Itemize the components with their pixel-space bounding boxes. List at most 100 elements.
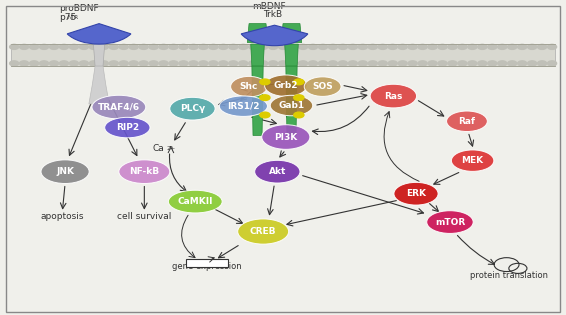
Circle shape xyxy=(319,61,328,66)
Text: NF-kB: NF-kB xyxy=(129,167,160,176)
Circle shape xyxy=(149,61,158,66)
Circle shape xyxy=(328,61,337,66)
Ellipse shape xyxy=(451,150,494,171)
Text: IRS1/2: IRS1/2 xyxy=(227,102,260,111)
Circle shape xyxy=(418,44,427,49)
Ellipse shape xyxy=(170,97,215,120)
Circle shape xyxy=(488,61,497,66)
Circle shape xyxy=(248,61,258,66)
Text: RIP2: RIP2 xyxy=(116,123,139,132)
Circle shape xyxy=(179,61,188,66)
Ellipse shape xyxy=(105,117,150,138)
Circle shape xyxy=(199,44,208,49)
Circle shape xyxy=(508,61,517,66)
Circle shape xyxy=(20,61,29,66)
Circle shape xyxy=(348,44,357,49)
Circle shape xyxy=(269,44,278,49)
Circle shape xyxy=(239,61,248,66)
Circle shape xyxy=(438,44,447,49)
Circle shape xyxy=(169,61,178,66)
Circle shape xyxy=(468,61,477,66)
Circle shape xyxy=(428,61,437,66)
Circle shape xyxy=(378,44,387,49)
Circle shape xyxy=(89,61,98,66)
Circle shape xyxy=(59,61,68,66)
Circle shape xyxy=(229,61,238,66)
Circle shape xyxy=(294,112,304,118)
Polygon shape xyxy=(89,66,109,104)
Circle shape xyxy=(458,44,467,49)
Circle shape xyxy=(448,61,457,66)
Circle shape xyxy=(518,61,527,66)
Text: Akt: Akt xyxy=(269,167,286,176)
Circle shape xyxy=(508,44,517,49)
Text: mTOR: mTOR xyxy=(435,218,465,226)
Circle shape xyxy=(79,44,88,49)
Circle shape xyxy=(259,61,268,66)
Text: 2+: 2+ xyxy=(167,146,176,151)
Circle shape xyxy=(70,44,79,49)
Text: mBDNF: mBDNF xyxy=(252,3,285,11)
Circle shape xyxy=(189,61,198,66)
Polygon shape xyxy=(247,24,268,43)
Text: apoptosis: apoptosis xyxy=(41,212,84,221)
Circle shape xyxy=(408,61,417,66)
Ellipse shape xyxy=(427,211,473,233)
Circle shape xyxy=(528,44,537,49)
Circle shape xyxy=(278,44,288,49)
Circle shape xyxy=(229,44,238,49)
Polygon shape xyxy=(286,66,297,135)
Circle shape xyxy=(368,61,378,66)
Text: cell survival: cell survival xyxy=(117,212,171,221)
Circle shape xyxy=(319,44,328,49)
Circle shape xyxy=(129,44,138,49)
Text: CREB: CREB xyxy=(250,227,276,236)
Text: Ca: Ca xyxy=(152,144,164,153)
Circle shape xyxy=(388,44,397,49)
Circle shape xyxy=(260,79,270,85)
Circle shape xyxy=(169,44,178,49)
Polygon shape xyxy=(285,44,298,66)
Circle shape xyxy=(219,61,228,66)
Circle shape xyxy=(368,44,378,49)
FancyBboxPatch shape xyxy=(186,259,228,267)
Ellipse shape xyxy=(231,76,267,97)
Circle shape xyxy=(20,44,29,49)
Circle shape xyxy=(338,61,348,66)
Text: SOS: SOS xyxy=(312,82,333,91)
Circle shape xyxy=(538,44,547,49)
Circle shape xyxy=(518,44,527,49)
Text: PLCγ: PLCγ xyxy=(180,104,205,113)
Circle shape xyxy=(239,44,248,49)
Circle shape xyxy=(129,61,138,66)
Circle shape xyxy=(547,44,556,49)
Circle shape xyxy=(388,61,397,66)
FancyBboxPatch shape xyxy=(11,44,555,66)
Circle shape xyxy=(308,61,318,66)
Circle shape xyxy=(348,61,357,66)
Circle shape xyxy=(209,44,218,49)
Circle shape xyxy=(29,61,38,66)
Circle shape xyxy=(478,61,487,66)
Ellipse shape xyxy=(271,95,313,116)
Ellipse shape xyxy=(394,182,438,205)
Circle shape xyxy=(358,44,367,49)
Circle shape xyxy=(448,44,457,49)
Circle shape xyxy=(259,44,268,49)
Circle shape xyxy=(99,61,108,66)
Ellipse shape xyxy=(41,160,89,183)
Circle shape xyxy=(289,44,298,49)
Circle shape xyxy=(139,44,148,49)
Ellipse shape xyxy=(264,75,307,96)
Circle shape xyxy=(418,61,427,66)
Circle shape xyxy=(159,44,168,49)
Ellipse shape xyxy=(255,160,300,183)
Circle shape xyxy=(294,79,304,85)
Text: Gab1: Gab1 xyxy=(278,101,305,110)
Circle shape xyxy=(328,44,337,49)
Circle shape xyxy=(538,61,547,66)
Circle shape xyxy=(478,44,487,49)
Text: proBDNF: proBDNF xyxy=(59,4,99,13)
Circle shape xyxy=(40,61,49,66)
Wedge shape xyxy=(241,25,308,46)
